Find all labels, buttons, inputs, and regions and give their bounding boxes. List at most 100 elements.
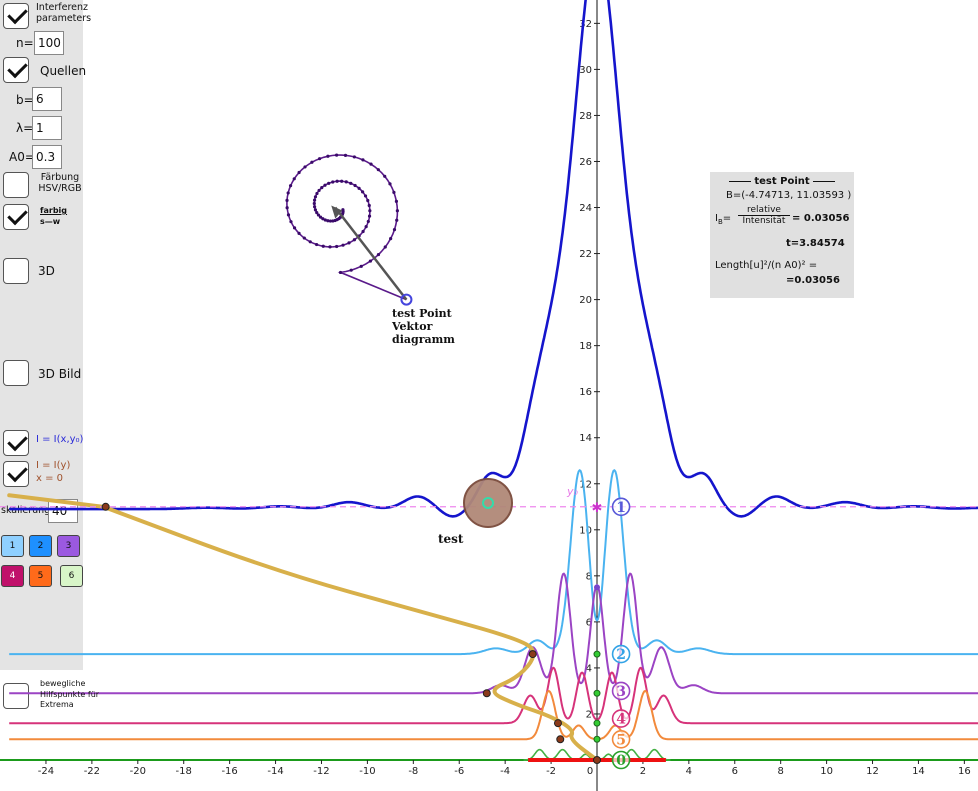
y-tick-label: 2 (586, 709, 592, 720)
x-tick-label: -10 (359, 766, 375, 777)
color-button-4[interactable]: 4 (1, 565, 24, 587)
infobox-length-value: =0.03056 (786, 275, 840, 286)
y-tick-label: 24 (579, 203, 592, 214)
infobox-length-label: Length[u]²/(n A0)² = (715, 260, 818, 271)
order-2-curve (9, 469, 978, 656)
phasor-point (292, 177, 296, 181)
vector-label-line2: Vektor (392, 320, 433, 333)
y-tick-label: 10 (579, 525, 592, 536)
faerbung-checkbox[interactable] (3, 172, 29, 198)
phasor-point (312, 201, 316, 206)
farbig-label: farbig (40, 206, 68, 215)
phasor-point (316, 213, 321, 217)
phasor-point (313, 208, 318, 212)
ixy-checkbox[interactable] (3, 430, 29, 456)
bewegliche-checkbox[interactable] (3, 683, 29, 709)
3d-checkbox[interactable] (3, 258, 29, 284)
phasor-point (383, 245, 387, 249)
phasor-point (361, 229, 365, 234)
quellen-checkbox[interactable] (3, 57, 29, 83)
phasor-point (328, 245, 332, 249)
quellen-label: Quellen (40, 64, 87, 78)
n-input[interactable]: 100 (34, 31, 64, 55)
phasor-point (335, 153, 339, 157)
x-tick-label: 12 (866, 766, 879, 777)
iy-checkbox[interactable] (3, 461, 29, 487)
order-label-4: 4 (616, 712, 626, 728)
phasor-point (376, 168, 380, 172)
y-tick-label: 32 (579, 19, 592, 30)
phasor-point (394, 199, 399, 203)
color-button-3[interactable]: 3 (57, 535, 80, 557)
phasor-point (341, 243, 345, 247)
phasor-point (321, 217, 325, 221)
vector-label-line1: test Point (392, 307, 452, 320)
x-tick-label: -20 (130, 766, 146, 777)
order-label-ring (611, 750, 631, 770)
phasor-point (349, 268, 353, 272)
color-button-5[interactable]: 5 (29, 565, 52, 587)
phasor-point (357, 186, 361, 190)
phasor-point (352, 238, 357, 242)
order-label-3: 3 (616, 684, 626, 700)
n-label: n= (16, 36, 34, 50)
color-button-1[interactable]: 1 (1, 535, 24, 557)
order-label-ring (611, 497, 631, 517)
interferenz-label: Interferenz parameters (36, 2, 92, 24)
order-label-ring (611, 681, 631, 701)
order-label-1: 1 (616, 500, 626, 516)
3d-bild-checkbox[interactable] (3, 360, 29, 386)
phasor-point (315, 211, 319, 215)
x-tick-label: 6 (732, 766, 738, 777)
phasor-point (347, 241, 351, 245)
phasor-point (302, 236, 306, 240)
phasor-point (323, 183, 327, 187)
phasor-point (395, 209, 399, 213)
phasor-point (344, 180, 348, 184)
iy-marker-dot (556, 735, 565, 744)
x-tick-label: -18 (176, 766, 192, 777)
color-button-2[interactable]: 2 (29, 535, 52, 557)
x-tick-label: 0 (587, 766, 593, 777)
lambda-input[interactable]: 1 (32, 116, 62, 140)
phasor-point (317, 157, 322, 161)
phasor-point (327, 181, 331, 185)
3d-bild-label: 3D Bild (38, 367, 82, 381)
phasor-point (288, 184, 293, 188)
iy-marker-dot (101, 502, 110, 511)
axis-marker-dot (593, 650, 601, 658)
phasor-point (367, 203, 371, 208)
phasor-point (326, 219, 330, 223)
phasor-point (331, 180, 335, 184)
vector-diagram[interactable] (285, 153, 413, 306)
x-tick-label: -12 (313, 766, 329, 777)
axis-marker-dot (593, 735, 601, 743)
phasor-point (289, 220, 293, 224)
phasor-point (313, 195, 318, 199)
vector-diagram-label: test Point Vektor diagramm (392, 307, 455, 346)
x-tick-label: -4 (500, 766, 510, 777)
color-button-6[interactable]: 6 (60, 565, 83, 587)
a0-input[interactable]: 0.3 (32, 145, 62, 169)
y0-label: y₀ (567, 485, 578, 498)
ixy-label: I = I(x,y₀) (36, 434, 84, 445)
test-point-infobox: test Point B=(-4.74713, 11.03593 ) IB= r… (710, 172, 854, 298)
x-tick-label: 4 (686, 766, 692, 777)
order-label-ring (611, 709, 631, 728)
phasor-point (366, 198, 370, 203)
x-tick-label: -22 (84, 766, 100, 777)
x-tick-label: -16 (221, 766, 237, 777)
phasor-point (376, 252, 381, 257)
b-input[interactable]: 6 (32, 87, 62, 111)
phasor-point (389, 237, 393, 241)
y-tick-label: 18 (579, 341, 592, 352)
farbig-checkbox[interactable] (3, 204, 29, 230)
phasor-point (310, 160, 314, 164)
skalierung-label: skalierung (1, 505, 51, 516)
phasor-point (340, 179, 344, 183)
phasor-point (292, 226, 297, 230)
interferenz-checkbox[interactable] (3, 3, 29, 29)
